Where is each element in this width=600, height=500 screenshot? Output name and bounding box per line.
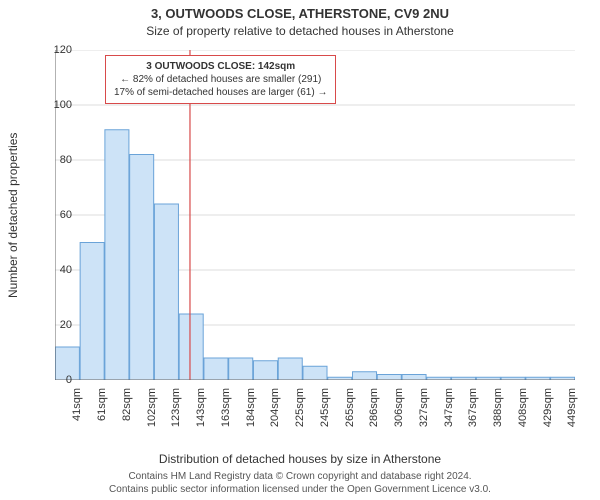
y-tick-label: 0 (32, 374, 72, 386)
x-tick-label: 204sqm (269, 388, 281, 427)
x-tick-label: 245sqm (319, 388, 331, 427)
bar (377, 375, 401, 381)
x-tick-label: 306sqm (393, 388, 405, 427)
x-tick-label: 102sqm (146, 388, 158, 427)
x-tick-label: 286sqm (369, 388, 381, 427)
bar (80, 243, 104, 381)
bar (130, 155, 154, 381)
bar (204, 358, 228, 380)
x-tick-label: 61sqm (96, 388, 108, 421)
x-tick-label: 347sqm (443, 388, 455, 427)
x-tick-label: 82sqm (121, 388, 133, 421)
annotation-line3: 17% of semi-detached houses are larger (… (114, 86, 327, 99)
y-tick-label: 100 (32, 99, 72, 111)
annotation-box: 3 OUTWOODS CLOSE: 142sqm ← 82% of detach… (105, 55, 336, 104)
chart-title: 3, OUTWOODS CLOSE, ATHERSTONE, CV9 2NU (0, 6, 600, 21)
bar (105, 130, 129, 380)
y-tick-label: 20 (32, 319, 72, 331)
footer-line1: Contains HM Land Registry data © Crown c… (0, 471, 600, 484)
x-tick-label: 41sqm (71, 388, 83, 421)
x-tick-label: 225sqm (294, 388, 306, 427)
bar (179, 314, 203, 380)
x-tick-label: 123sqm (170, 388, 182, 427)
y-tick-label: 80 (32, 154, 72, 166)
bar (303, 366, 327, 380)
annotation-title: 3 OUTWOODS CLOSE: 142sqm (114, 60, 327, 73)
x-tick-label: 265sqm (344, 388, 356, 427)
bar (278, 358, 302, 380)
bar (402, 375, 426, 381)
y-tick-label: 60 (32, 209, 72, 221)
x-tick-label: 184sqm (245, 388, 257, 427)
x-tick-label: 408sqm (517, 388, 529, 427)
chart-container: 3, OUTWOODS CLOSE, ATHERSTONE, CV9 2NU S… (0, 0, 600, 500)
x-tick-label: 449sqm (567, 388, 579, 427)
x-tick-label: 367sqm (468, 388, 480, 427)
footer-line2: Contains public sector information licen… (0, 484, 600, 497)
x-axis-label: Distribution of detached houses by size … (0, 452, 600, 466)
y-axis-label: Number of detached properties (6, 132, 20, 297)
x-tick-label: 429sqm (542, 388, 554, 427)
x-tick-label: 388sqm (492, 388, 504, 427)
y-tick-label: 40 (32, 264, 72, 276)
x-tick-label: 327sqm (418, 388, 430, 427)
annotation-line2: ← 82% of detached houses are smaller (29… (114, 73, 327, 86)
bar (229, 358, 253, 380)
x-tick-label: 163sqm (220, 388, 232, 427)
bar (154, 204, 178, 380)
x-tick-label: 143sqm (195, 388, 207, 427)
bar (253, 361, 277, 380)
footer-text: Contains HM Land Registry data © Crown c… (0, 471, 600, 496)
chart-subtitle: Size of property relative to detached ho… (0, 24, 600, 38)
y-tick-label: 120 (32, 44, 72, 56)
bar (353, 372, 377, 380)
